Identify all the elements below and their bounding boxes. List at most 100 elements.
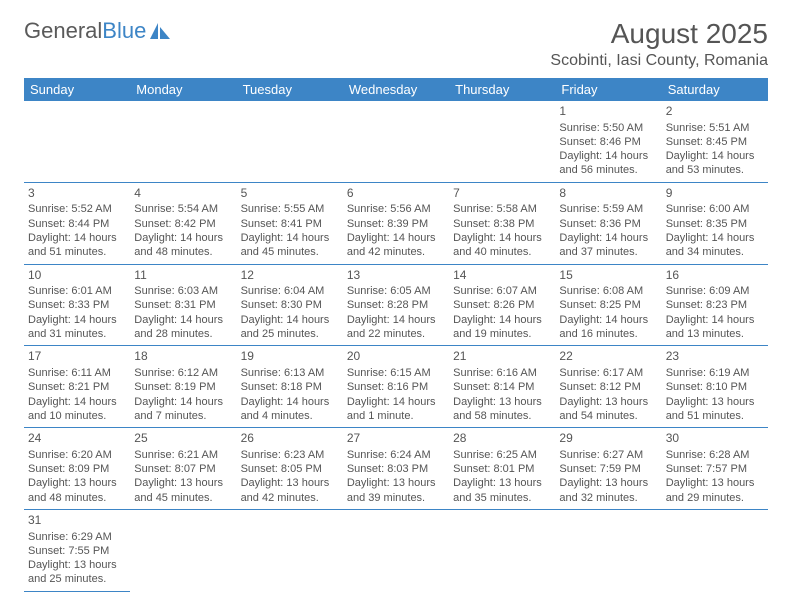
sunset-line: Sunset: 8:41 PM [241, 217, 339, 231]
daylight-line: Daylight: 13 hours and 51 minutes. [666, 395, 764, 424]
sunset-line: Sunset: 8:18 PM [241, 380, 339, 394]
calendar-cell: 2Sunrise: 5:51 AMSunset: 8:45 PMDaylight… [662, 101, 768, 182]
day-number: 17 [28, 349, 126, 365]
sunset-line: Sunset: 8:28 PM [347, 298, 445, 312]
sunrise-line: Sunrise: 5:55 AM [241, 202, 339, 216]
sunrise-line: Sunrise: 5:51 AM [666, 121, 764, 135]
calendar-cell-empty [555, 509, 661, 591]
calendar-cell: 1Sunrise: 5:50 AMSunset: 8:46 PMDaylight… [555, 101, 661, 182]
sunset-line: Sunset: 8:23 PM [666, 298, 764, 312]
calendar-cell: 14Sunrise: 6:07 AMSunset: 8:26 PMDayligh… [449, 264, 555, 346]
day-header: Monday [130, 78, 236, 101]
daylight-line: Daylight: 14 hours and 19 minutes. [453, 313, 551, 342]
daylight-line: Daylight: 14 hours and 28 minutes. [134, 313, 232, 342]
day-number: 3 [28, 186, 126, 202]
day-number: 11 [134, 268, 232, 284]
daylight-line: Daylight: 14 hours and 45 minutes. [241, 231, 339, 260]
day-number: 30 [666, 431, 764, 447]
sunset-line: Sunset: 8:33 PM [28, 298, 126, 312]
day-number: 13 [347, 268, 445, 284]
sunrise-line: Sunrise: 5:54 AM [134, 202, 232, 216]
daylight-line: Daylight: 13 hours and 29 minutes. [666, 476, 764, 505]
day-number: 8 [559, 186, 657, 202]
sunset-line: Sunset: 8:46 PM [559, 135, 657, 149]
sunset-line: Sunset: 7:57 PM [666, 462, 764, 476]
sunrise-line: Sunrise: 6:23 AM [241, 448, 339, 462]
calendar-cell-empty [237, 101, 343, 182]
sunrise-line: Sunrise: 6:25 AM [453, 448, 551, 462]
calendar-cell: 7Sunrise: 5:58 AMSunset: 8:38 PMDaylight… [449, 182, 555, 264]
calendar-cell-empty [449, 101, 555, 182]
calendar-row: 10Sunrise: 6:01 AMSunset: 8:33 PMDayligh… [24, 264, 768, 346]
sunset-line: Sunset: 8:01 PM [453, 462, 551, 476]
sunrise-line: Sunrise: 6:05 AM [347, 284, 445, 298]
calendar-row: 3Sunrise: 5:52 AMSunset: 8:44 PMDaylight… [24, 182, 768, 264]
logo-text-1: General [24, 18, 102, 44]
calendar-cell-empty [130, 509, 236, 591]
day-number: 10 [28, 268, 126, 284]
daylight-line: Daylight: 14 hours and 40 minutes. [453, 231, 551, 260]
day-number: 26 [241, 431, 339, 447]
daylight-line: Daylight: 14 hours and 16 minutes. [559, 313, 657, 342]
sunrise-line: Sunrise: 6:20 AM [28, 448, 126, 462]
day-number: 22 [559, 349, 657, 365]
sunrise-line: Sunrise: 5:50 AM [559, 121, 657, 135]
daylight-line: Daylight: 13 hours and 39 minutes. [347, 476, 445, 505]
calendar-cell: 23Sunrise: 6:19 AMSunset: 8:10 PMDayligh… [662, 346, 768, 428]
calendar-cell: 18Sunrise: 6:12 AMSunset: 8:19 PMDayligh… [130, 346, 236, 428]
sunrise-line: Sunrise: 6:27 AM [559, 448, 657, 462]
sunrise-line: Sunrise: 6:01 AM [28, 284, 126, 298]
calendar-cell: 28Sunrise: 6:25 AMSunset: 8:01 PMDayligh… [449, 428, 555, 510]
calendar-cell-empty [343, 101, 449, 182]
calendar-cell: 16Sunrise: 6:09 AMSunset: 8:23 PMDayligh… [662, 264, 768, 346]
sunset-line: Sunset: 8:05 PM [241, 462, 339, 476]
sunrise-line: Sunrise: 6:04 AM [241, 284, 339, 298]
daylight-line: Daylight: 14 hours and 31 minutes. [28, 313, 126, 342]
sunrise-line: Sunrise: 6:28 AM [666, 448, 764, 462]
sunset-line: Sunset: 8:39 PM [347, 217, 445, 231]
daylight-line: Daylight: 14 hours and 1 minute. [347, 395, 445, 424]
sunset-line: Sunset: 8:07 PM [134, 462, 232, 476]
daylight-line: Daylight: 13 hours and 54 minutes. [559, 395, 657, 424]
calendar-cell-empty [130, 101, 236, 182]
day-number: 20 [347, 349, 445, 365]
calendar-cell: 27Sunrise: 6:24 AMSunset: 8:03 PMDayligh… [343, 428, 449, 510]
daylight-line: Daylight: 13 hours and 58 minutes. [453, 395, 551, 424]
calendar-cell: 5Sunrise: 5:55 AMSunset: 8:41 PMDaylight… [237, 182, 343, 264]
day-number: 12 [241, 268, 339, 284]
day-number: 4 [134, 186, 232, 202]
sunset-line: Sunset: 8:30 PM [241, 298, 339, 312]
day-header: Thursday [449, 78, 555, 101]
sunrise-line: Sunrise: 5:52 AM [28, 202, 126, 216]
daylight-line: Daylight: 13 hours and 32 minutes. [559, 476, 657, 505]
sunrise-line: Sunrise: 6:15 AM [347, 366, 445, 380]
sunset-line: Sunset: 7:55 PM [28, 544, 126, 558]
sunrise-line: Sunrise: 6:03 AM [134, 284, 232, 298]
day-number: 15 [559, 268, 657, 284]
day-header: Saturday [662, 78, 768, 101]
sunrise-line: Sunrise: 6:17 AM [559, 366, 657, 380]
day-number: 28 [453, 431, 551, 447]
day-number: 23 [666, 349, 764, 365]
logo-sails-icon [148, 21, 174, 41]
calendar-cell-empty [343, 509, 449, 591]
calendar-cell: 30Sunrise: 6:28 AMSunset: 7:57 PMDayligh… [662, 428, 768, 510]
sunrise-line: Sunrise: 6:12 AM [134, 366, 232, 380]
sunrise-line: Sunrise: 6:24 AM [347, 448, 445, 462]
daylight-line: Daylight: 14 hours and 22 minutes. [347, 313, 445, 342]
day-number: 7 [453, 186, 551, 202]
day-header: Tuesday [237, 78, 343, 101]
sunrise-line: Sunrise: 6:21 AM [134, 448, 232, 462]
calendar-cell: 21Sunrise: 6:16 AMSunset: 8:14 PMDayligh… [449, 346, 555, 428]
sunset-line: Sunset: 8:38 PM [453, 217, 551, 231]
sunset-line: Sunset: 8:45 PM [666, 135, 764, 149]
calendar-cell-empty [237, 509, 343, 591]
sunset-line: Sunset: 8:21 PM [28, 380, 126, 394]
day-number: 27 [347, 431, 445, 447]
sunset-line: Sunset: 8:09 PM [28, 462, 126, 476]
sunset-line: Sunset: 8:03 PM [347, 462, 445, 476]
day-number: 2 [666, 104, 764, 120]
daylight-line: Daylight: 13 hours and 35 minutes. [453, 476, 551, 505]
sunset-line: Sunset: 8:35 PM [666, 217, 764, 231]
day-number: 29 [559, 431, 657, 447]
